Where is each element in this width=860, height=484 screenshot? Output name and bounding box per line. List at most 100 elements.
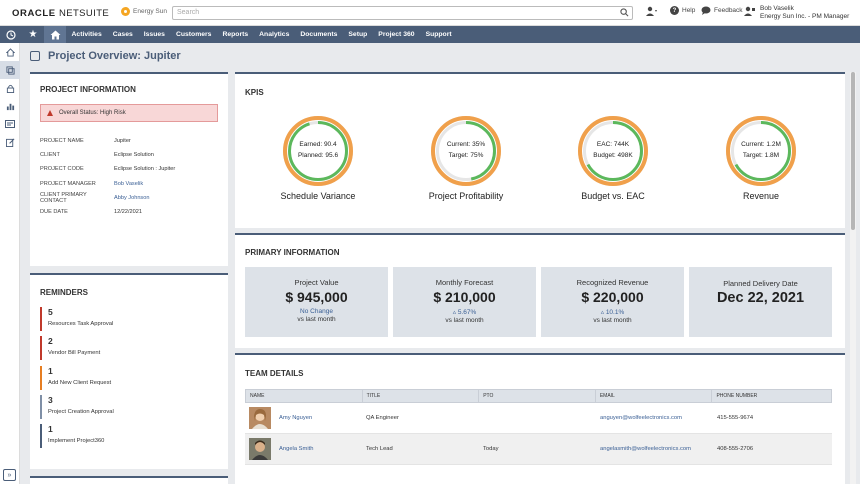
lock-icon[interactable] [0, 79, 20, 97]
field-row: Client Primary Contact Abby Johnson [40, 191, 150, 204]
roles-button[interactable] [744, 6, 757, 16]
nav-documents[interactable]: Documents [300, 31, 338, 38]
brand: Energy Sun [121, 7, 167, 16]
sun-icon [121, 7, 130, 16]
main-nav: ★ Activities Cases Issues Customers Repo… [0, 26, 860, 43]
field-row: Client Eclipse Solution [40, 152, 154, 159]
feedback-button[interactable]: Feedback [701, 6, 743, 15]
member-pto [479, 403, 596, 433]
field-row: Project Name Jupiter [40, 138, 131, 145]
feedback-icon [701, 6, 711, 15]
recent-records-button[interactable] [646, 6, 658, 16]
nav-customers[interactable]: Customers [175, 31, 212, 38]
avatar [249, 407, 271, 429]
column-header[interactable]: Name [246, 390, 363, 402]
kpi-name: Project Profitability [428, 191, 504, 201]
stat-planned-delivery-date: Planned Delivery Date Dec 22, 2021 [689, 267, 832, 337]
bar-chart-icon[interactable] [0, 97, 20, 115]
logo[interactable]: ORACLE NETSUITE [12, 8, 110, 19]
nav-reports[interactable]: Reports [222, 31, 249, 38]
reminders-panel: Reminders 5 Resources Task Approval 2 Vend… [30, 273, 228, 469]
user-role: Energy Sun Inc. - PM Manager [760, 13, 850, 20]
column-header[interactable]: Phone Number [716, 393, 758, 399]
outer-ring-arc [726, 116, 796, 186]
recent-icon[interactable] [0, 26, 22, 43]
panel-heading: Primary Information [245, 248, 340, 257]
kpi-schedule-variance: Earned: 90.4 Planned: 95.6 Schedule Varia… [248, 115, 388, 201]
nav-support[interactable]: Support [425, 31, 452, 38]
project-information-panel: Project Information Overall Status: High… [30, 72, 228, 266]
kpi-gauge: Current: 35% Target: 75% [430, 115, 502, 187]
warning-icon [47, 110, 53, 116]
edit-icon[interactable] [0, 133, 20, 151]
field-row: Due Date 12/22/2021 [40, 209, 142, 216]
reminder-item[interactable]: 2 Vendor Bill Payment [40, 336, 228, 361]
left-sidebar: » [0, 43, 20, 484]
member-phone: 415-555-9674 [717, 415, 754, 421]
client-contact-link[interactable]: Abby Johnson [114, 194, 150, 201]
help-icon: ? [670, 6, 679, 15]
nav-cases[interactable]: Cases [112, 31, 133, 38]
panel-heading: KPIs [245, 88, 264, 97]
projects-icon[interactable] [0, 61, 20, 79]
brand-name: Energy Sun [133, 8, 167, 15]
member-email-link[interactable]: anguyen@wolfeelectronics.com [600, 415, 682, 421]
page-scrollbar[interactable] [850, 72, 856, 484]
user-menu[interactable]: Bob Vaselik Energy Sun Inc. - PM Manager [760, 5, 849, 21]
kpis-panel: KPIs [235, 72, 845, 228]
column-header[interactable]: Email [596, 390, 713, 402]
search-input[interactable]: Search [172, 6, 633, 20]
kpi-name: Budget vs. EAC [581, 191, 645, 201]
lower-left-panel [30, 476, 228, 484]
column-header[interactable]: PTO [479, 390, 596, 402]
member-title: QA Engineer [366, 415, 399, 421]
nav-project-360[interactable]: Project 360 [378, 31, 415, 38]
card-icon[interactable] [0, 115, 20, 133]
reminder-item[interactable]: 3 Project Creation Approval [40, 394, 228, 419]
alert-text: Overall Status: High Risk [59, 110, 126, 116]
search-icon[interactable] [620, 8, 629, 17]
roles-icon [744, 6, 755, 16]
nav-analytics[interactable]: Analytics [259, 31, 290, 38]
outer-ring-arc [431, 116, 501, 186]
panel-heading: Project Information [40, 85, 136, 94]
member-name-link[interactable]: Angela Smith [279, 446, 314, 452]
nav-setup[interactable]: Setup [348, 31, 368, 38]
reminder-item[interactable]: 1 Implement Project360 [40, 424, 228, 449]
kpi-gauge: Earned: 90.4 Planned: 95.6 [282, 115, 354, 187]
kpi-budget-vs-eac: EAC: 744K Budget: 498K Budget vs. EAC [543, 115, 683, 201]
member-pto: Today [483, 446, 499, 452]
expand-sidebar-button[interactable]: » [3, 469, 16, 481]
outer-ring-arc [578, 116, 648, 186]
member-phone: 408-555-2706 [717, 446, 754, 452]
project-fields: Project Name Jupiter Client Eclipse Soluti… [40, 134, 228, 219]
home-icon[interactable] [0, 43, 20, 61]
kpi-name: Schedule Variance [280, 191, 356, 201]
avatar [249, 438, 271, 460]
table-row: Amy Nguyen QA Engineer anguyen@wolfeelec… [245, 403, 832, 434]
project-manager-link[interactable]: Bob Vaselik [114, 180, 144, 187]
team-table: Name Title PTO Email Phone Number Amy Ng… [245, 389, 832, 465]
reminder-item[interactable]: 5 Resources Task Approval [40, 307, 228, 331]
kpi-revenue: Current: 1.2M Target: 1.8M Revenue [691, 115, 831, 201]
project-icon [30, 51, 40, 61]
home-icon[interactable] [44, 26, 66, 43]
member-name-link[interactable]: Amy Nguyen [279, 415, 313, 421]
double-chevron-right-icon: » [7, 471, 12, 479]
star-icon[interactable]: ★ [28, 29, 38, 40]
inner-ring-arc [436, 121, 496, 181]
member-email-link[interactable]: angelasmith@wolfeelectronics.com [600, 446, 691, 452]
member-title: Tech Lead [366, 446, 393, 452]
page-title: Project Overview: Jupiter [48, 50, 181, 62]
nav-activities[interactable]: Activities [71, 31, 102, 38]
inner-ring-arc [583, 121, 643, 181]
inner-ring-arc [288, 121, 348, 181]
help-button[interactable]: ? Help [670, 6, 695, 15]
scrollbar-thumb[interactable] [851, 72, 855, 230]
column-header[interactable]: Title [363, 390, 480, 402]
page-header: Project Overview: Jupiter [30, 50, 181, 62]
nav-issues[interactable]: Issues [143, 31, 165, 38]
reminder-item[interactable]: 1 Add New Client Request [40, 365, 228, 390]
kpi-name: Revenue [742, 191, 780, 201]
stat-recognized-revenue: Recognized Revenue $ 220,000 ▵ 10.1% vs … [541, 267, 684, 337]
